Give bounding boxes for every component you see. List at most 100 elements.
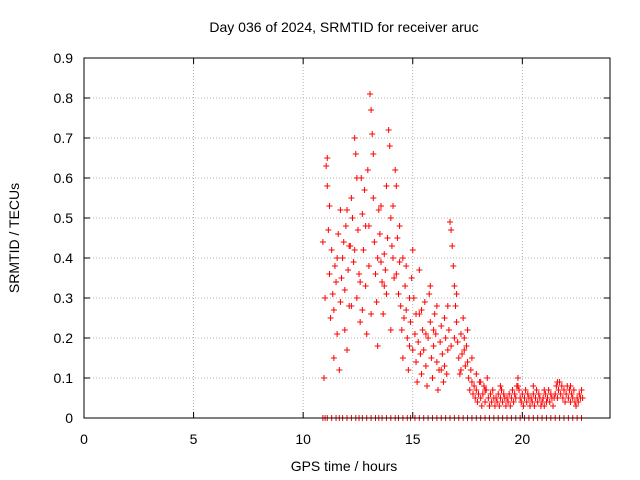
data-point <box>438 323 445 329</box>
data-point <box>399 255 406 261</box>
data-point <box>418 371 425 377</box>
data-point <box>541 387 548 393</box>
data-point <box>380 311 387 317</box>
data-point <box>444 303 451 309</box>
data-point <box>377 203 384 209</box>
data-point <box>390 255 397 261</box>
data-point <box>519 391 526 397</box>
data-point <box>478 403 485 409</box>
data-point <box>351 135 358 141</box>
data-point <box>560 387 567 393</box>
data-point <box>370 151 377 157</box>
data-point <box>324 183 331 189</box>
data-point <box>359 211 366 217</box>
data-point <box>529 399 536 405</box>
data-point <box>383 183 390 189</box>
data-point <box>455 355 462 361</box>
data-point <box>375 207 382 213</box>
data-point <box>496 403 503 409</box>
data-point <box>362 283 369 289</box>
data-point <box>484 375 491 381</box>
data-point <box>402 283 409 289</box>
data-point <box>329 291 336 297</box>
data-point <box>520 403 527 409</box>
x-tick-label: 10 <box>295 431 311 447</box>
data-point <box>457 331 464 337</box>
data-point <box>364 167 371 173</box>
data-point <box>360 247 367 253</box>
data-point <box>563 391 570 397</box>
data-point <box>341 327 348 333</box>
data-point <box>442 335 449 341</box>
data-point <box>419 327 426 333</box>
x-tick-label: 5 <box>190 431 198 447</box>
data-point <box>385 127 392 133</box>
data-point <box>482 387 489 393</box>
data-point <box>485 395 492 401</box>
data-point <box>499 399 506 405</box>
data-point <box>468 355 475 361</box>
data-point <box>479 391 486 397</box>
data-point <box>351 247 358 253</box>
data-point <box>444 347 451 353</box>
data-point <box>557 391 564 397</box>
data-point <box>403 263 410 269</box>
data-point <box>408 275 415 281</box>
data-point <box>353 175 360 181</box>
data-point <box>393 271 400 277</box>
data-point <box>573 403 580 409</box>
data-point <box>335 231 342 237</box>
data-point <box>464 327 471 333</box>
data-point <box>353 295 360 301</box>
data-point <box>349 215 356 221</box>
data-point <box>406 295 413 301</box>
data-point <box>477 395 484 401</box>
data-point <box>514 375 521 381</box>
data-point <box>416 267 423 273</box>
data-point <box>322 295 329 301</box>
data-point <box>523 399 530 405</box>
data-point <box>453 291 460 297</box>
data-point <box>467 367 474 373</box>
data-point <box>394 235 401 241</box>
data-point <box>361 187 368 193</box>
x-tick-label: 0 <box>80 431 88 447</box>
data-point <box>368 107 375 113</box>
data-point <box>494 399 501 405</box>
data-point <box>472 395 479 401</box>
data-point <box>334 255 341 261</box>
data-point <box>530 391 537 397</box>
data-point <box>533 387 540 393</box>
data-point <box>482 399 489 405</box>
data-point <box>397 303 404 309</box>
data-point <box>434 387 441 393</box>
data-point <box>487 391 494 397</box>
data-point <box>371 239 378 245</box>
data-point <box>542 391 549 397</box>
data-point <box>395 291 402 297</box>
data-point <box>411 331 418 337</box>
data-point <box>383 291 390 297</box>
data-point <box>456 371 463 377</box>
data-point <box>480 383 487 389</box>
data-point <box>505 399 512 405</box>
data-point <box>454 339 461 345</box>
x-tick-label: 20 <box>515 431 531 447</box>
data-point <box>403 307 410 313</box>
data-point <box>336 367 343 373</box>
data-point <box>468 379 475 385</box>
data-point <box>384 235 391 241</box>
data-point <box>488 399 495 405</box>
data-point <box>465 375 472 381</box>
chart-title: Day 036 of 2024, SRMTID for receiver aru… <box>209 19 478 35</box>
x-tick-label: 15 <box>405 431 421 447</box>
data-point <box>398 327 405 333</box>
data-point <box>327 315 334 321</box>
data-point <box>373 299 380 305</box>
data-point <box>552 391 559 397</box>
data-point <box>352 151 359 157</box>
y-tick-label: 0.2 <box>54 330 74 346</box>
data-point <box>421 299 428 305</box>
data-point <box>430 327 437 333</box>
